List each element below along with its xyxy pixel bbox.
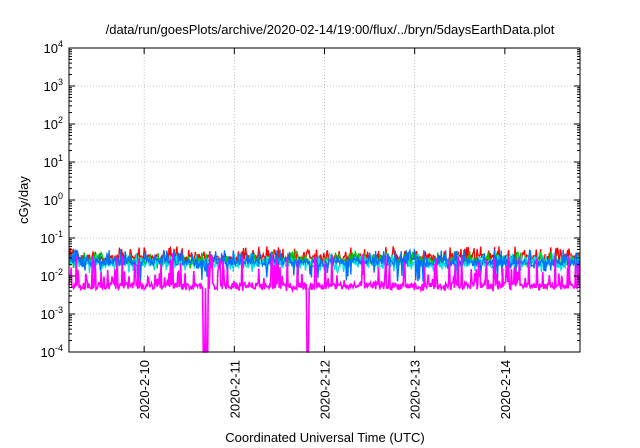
- y-tick-label: 10-4: [41, 343, 63, 360]
- series-line-5: [68, 253, 581, 353]
- x-axis-label: Coordinated Universal Time (UTC): [225, 430, 424, 445]
- y-tick-label: 101: [44, 153, 63, 170]
- y-tick-labels: 10-4 10-3 10-2 10-1 100 101 102 103 104: [41, 39, 63, 360]
- y-axis-label: cGy/day: [16, 176, 31, 224]
- series-group: [68, 245, 581, 353]
- x-tick-labels: 2020-2-10 2020-2-11 2020-2-12 2020-2-13 2020…: [137, 360, 513, 419]
- x-tick-label: 2020-2-12: [318, 360, 333, 419]
- y-tick-label: 104: [44, 39, 63, 56]
- grid: [69, 48, 580, 352]
- x-tick-label: 2020-2-13: [408, 360, 423, 419]
- y-tick-label: 10-3: [41, 305, 63, 322]
- x-tick-label: 2020-2-11: [227, 360, 242, 418]
- chart-title: /data/run/goesPlots/archive/2020-02-14/1…: [106, 22, 555, 37]
- y-tick-label: 103: [44, 77, 63, 94]
- x-tick-label: 2020-2-14: [498, 360, 513, 419]
- x-tick-label: 2020-2-10: [137, 360, 152, 419]
- y-tick-label: 10-1: [41, 229, 63, 246]
- axis-ticks: [69, 47, 580, 353]
- y-tick-label: 102: [44, 115, 63, 132]
- y-tick-label: 10-2: [41, 267, 63, 284]
- y-tick-label: 100: [44, 191, 63, 208]
